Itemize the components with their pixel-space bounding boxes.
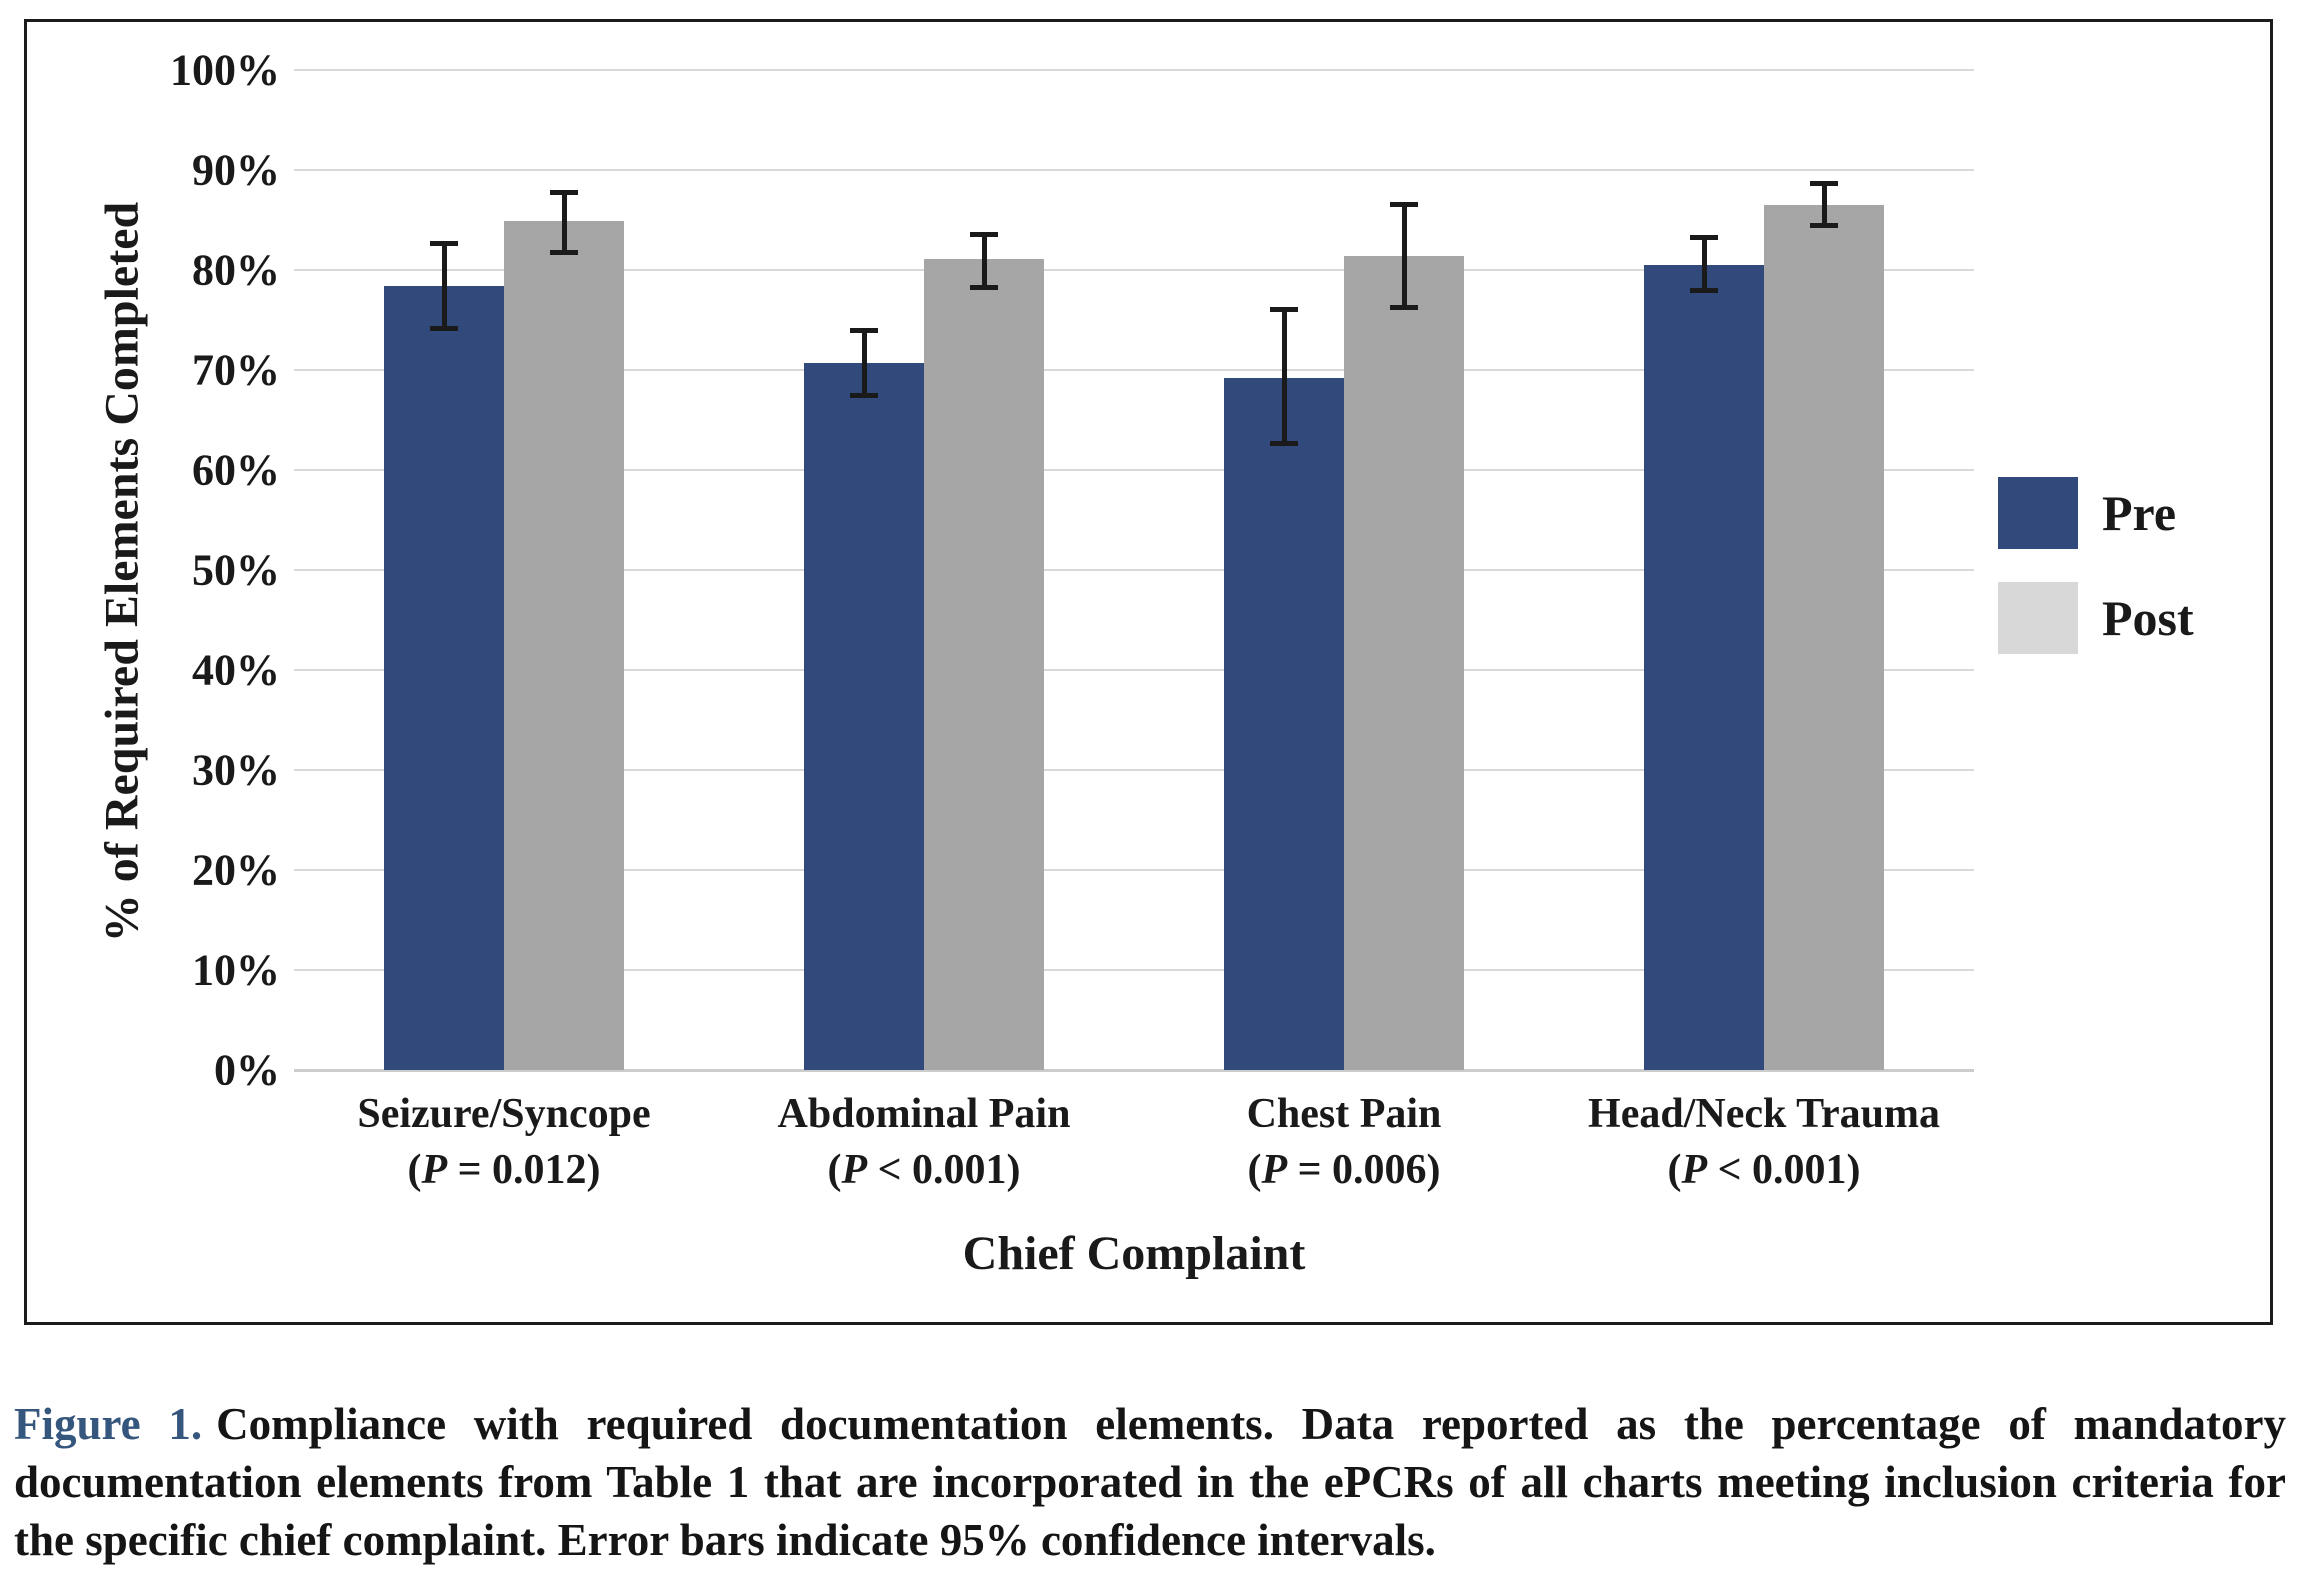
plot-area: 0% 10% 20% 30% 40% 50% 60% 70% 80% 90% 100% Seizur… <box>170 46 1974 1280</box>
legend-item-post: Post <box>1998 582 2194 654</box>
error-bar-post-head-neck-trauma-cap-low <box>1810 222 1838 228</box>
x-axis-title: Chief Complaint <box>962 1227 1306 1280</box>
error-bar-pre-head-neck-trauma-cap-high <box>1690 234 1718 240</box>
gridline-70 <box>294 369 1974 371</box>
y-tick-40: 40% <box>192 645 280 695</box>
error-bar-post-seizure-syncope-cap-low <box>550 249 578 255</box>
legend-label-pre: Pre <box>2102 485 2177 541</box>
legend-label-post: Post <box>2102 590 2194 646</box>
x-label-name-head-neck-trauma: Head/Neck Trauma <box>1588 1091 1940 1137</box>
x-label-pvalue-seizure-syncope: (P = 0.012) <box>407 1147 601 1193</box>
gridline-30 <box>294 769 1974 771</box>
gridline-10 <box>294 969 1974 971</box>
error-bar-pre-seizure-syncope <box>441 243 447 328</box>
figure-caption: Figure 1. Compliance with required docume… <box>14 1395 2286 1569</box>
legend-item-pre: Pre <box>1998 477 2194 549</box>
error-bar-pre-abdominal-pain-cap-high <box>850 327 878 333</box>
gridline-80 <box>294 269 1974 271</box>
error-bar-pre-seizure-syncope-cap-high <box>430 240 458 246</box>
x-label-name-seizure-syncope: Seizure/Syncope <box>357 1091 651 1137</box>
error-bar-pre-seizure-syncope-cap-low <box>430 325 458 331</box>
gridline-100 <box>294 69 1974 71</box>
bar-post-head-neck-trauma <box>1764 205 1884 1070</box>
error-bar-post-chest-pain-cap-low <box>1390 304 1418 310</box>
bar-pre-seizure-syncope <box>384 286 504 1070</box>
error-bar-post-seizure-syncope-cap-high <box>550 189 578 195</box>
y-tick-100: 100% <box>170 45 280 95</box>
legend-swatch-post <box>1998 582 2078 654</box>
error-bar-post-seizure-syncope <box>561 192 567 252</box>
y-tick-0: 0% <box>214 1045 280 1095</box>
x-label-name-chest-pain: Chest Pain <box>1246 1091 1442 1137</box>
gridline-40 <box>294 669 1974 671</box>
error-bar-pre-abdominal-pain-cap-low <box>850 392 878 398</box>
error-bar-pre-abdominal-pain <box>861 330 867 395</box>
gridline-60 <box>294 469 1974 471</box>
y-tick-10: 10% <box>192 945 280 995</box>
p-symbol-seizure-syncope: P <box>421 1147 448 1193</box>
x-label-seizure-syncope: Seizure/Syncope (P = 0.012) <box>284 1086 724 1198</box>
error-bar-pre-chest-pain <box>1281 309 1287 443</box>
error-bar-post-chest-pain <box>1401 204 1407 307</box>
bar-post-abdominal-pain <box>924 259 1044 1070</box>
bar-post-chest-pain <box>1344 256 1464 1070</box>
y-tick-30: 30% <box>192 745 280 795</box>
gridline-0 <box>294 1069 1974 1072</box>
y-tick-70: 70% <box>192 345 280 395</box>
y-tick-80: 80% <box>192 245 280 295</box>
legend-swatch-pre <box>1998 477 2078 549</box>
p-symbol-chest-pain: P <box>1261 1147 1288 1193</box>
legend: Pre Post <box>1998 477 2194 687</box>
y-tick-50: 50% <box>192 545 280 595</box>
bar-pre-abdominal-pain <box>804 363 924 1070</box>
gridline-20 <box>294 869 1974 871</box>
x-label-chest-pain: Chest Pain (P = 0.006) <box>1124 1086 1564 1198</box>
error-bar-post-head-neck-trauma <box>1821 183 1827 225</box>
error-bar-post-head-neck-trauma-cap-high <box>1810 180 1838 186</box>
y-tick-90: 90% <box>192 145 280 195</box>
p-symbol-head-neck-trauma: P <box>1681 1147 1708 1193</box>
x-label-pvalue-abdominal-pain: (P < 0.001) <box>827 1147 1021 1193</box>
x-label-abdominal-pain: Abdominal Pain (P < 0.001) <box>704 1086 1144 1198</box>
error-bar-pre-chest-pain-cap-high <box>1270 306 1298 312</box>
error-bar-pre-head-neck-trauma-cap-low <box>1690 287 1718 293</box>
x-label-pvalue-chest-pain: (P = 0.006) <box>1247 1147 1441 1193</box>
figure-caption-text: Compliance with required documentation e… <box>14 1399 2287 1565</box>
error-bar-pre-head-neck-trauma <box>1701 237 1707 290</box>
x-label-name-abdominal-pain: Abdominal Pain <box>777 1091 1071 1137</box>
error-bar-post-chest-pain-cap-high <box>1390 201 1418 207</box>
error-bar-post-abdominal-pain-cap-high <box>970 231 998 237</box>
error-bar-post-abdominal-pain-cap-low <box>970 284 998 290</box>
bar-pre-head-neck-trauma <box>1644 265 1764 1070</box>
p-symbol-abdominal-pain: P <box>841 1147 868 1193</box>
gridline-90 <box>294 169 1974 171</box>
y-axis-tick-labels: 0% 10% 20% 30% 40% 50% 60% 70% 80% 90% 100% <box>44 46 280 1095</box>
bar-pre-chest-pain <box>1224 378 1344 1070</box>
x-label-head-neck-trauma: Head/Neck Trauma (P < 0.001) <box>1544 1086 1984 1198</box>
bar-post-seizure-syncope <box>504 221 624 1070</box>
error-bar-post-abdominal-pain <box>981 234 987 287</box>
x-label-pvalue-head-neck-trauma: (P < 0.001) <box>1667 1147 1861 1193</box>
y-tick-20: 20% <box>192 845 280 895</box>
error-bar-pre-chest-pain-cap-low <box>1270 440 1298 446</box>
figure-caption-label: Figure 1. <box>14 1399 203 1449</box>
y-tick-60: 60% <box>192 445 280 495</box>
gridline-50 <box>294 569 1974 571</box>
